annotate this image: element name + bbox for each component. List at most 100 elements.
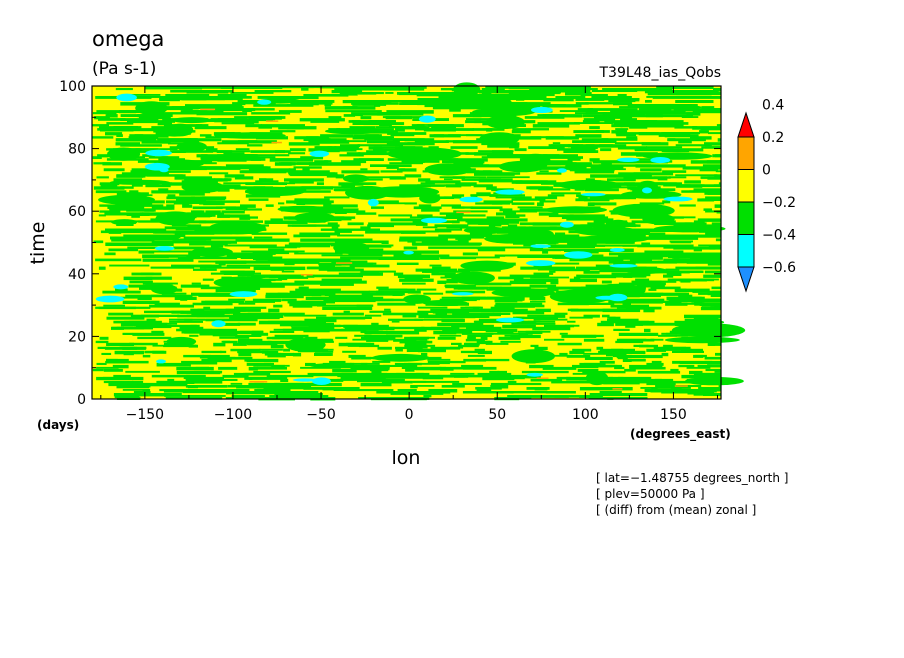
field-streak [365,230,404,234]
field-streak [476,192,491,196]
field-streak [626,136,638,140]
field-streak [334,230,352,233]
field-streak [712,154,721,158]
field-streak [650,286,681,290]
field-streak [360,168,368,171]
field-streak [210,370,222,374]
field-streak [129,134,144,137]
field-streak [661,150,690,153]
field-streak [417,98,475,101]
field-streak [205,210,221,213]
field-streak [451,342,462,345]
y-tick-label: 0 [77,392,86,408]
field-streak [141,140,171,144]
field-streak [428,389,458,393]
field-streak [695,354,707,358]
field-streak [386,330,420,335]
field-streak [257,96,293,99]
field-streak [124,385,151,388]
field-streak [441,318,465,323]
field-streak [598,118,607,122]
field-streak [269,282,305,286]
field-streak [197,308,247,311]
field-streak [490,382,542,386]
field-streak [165,94,210,98]
field-streak [273,304,283,308]
field-streak [490,306,515,310]
field-streak [277,352,294,356]
field-streak [121,94,161,96]
field-streak [148,156,180,159]
field-streak [634,148,674,151]
field-streak [672,278,719,281]
colorbar-label: −0.6 [762,260,796,276]
field-streak [336,268,361,271]
field-streak [389,162,423,165]
field-streak [521,370,569,374]
field-streak [588,397,648,399]
field-streak [717,138,721,142]
field-streak [693,248,702,252]
field-streak [278,276,288,281]
field-streak [461,178,501,181]
field-streak [131,272,162,276]
field-streak [224,174,245,178]
field-streak [665,302,688,306]
field-streak [350,366,390,371]
field-streak [131,214,140,218]
field-streak [217,142,249,145]
field-streak [653,346,686,350]
x-tick-label: 150 [660,407,687,423]
field-streak [189,366,210,369]
field-streak [544,104,566,107]
field-blob [479,132,520,146]
field-blob [685,376,744,386]
field-streak [251,112,291,115]
field-streak [414,140,449,143]
field-streak [423,292,444,295]
field-streak [247,254,273,257]
field-streak [462,391,513,394]
field-streak [371,322,379,326]
field-streak [338,182,364,186]
field-streak [341,160,367,164]
field-streak [468,164,504,168]
field-streak [668,176,687,179]
field-streak [346,260,368,263]
field-streak [264,220,308,224]
field-streak [185,378,208,382]
field-streak [474,282,512,286]
field-streak [513,316,525,319]
field-streak [99,182,120,186]
field-streak [237,322,256,326]
field-streak [574,170,615,174]
field-streak [317,395,329,399]
field-streak [618,172,651,176]
field-streak [446,214,486,217]
field-streak [634,300,682,303]
field-streak [171,264,222,268]
field-streak [187,224,202,227]
field-streak [181,360,218,365]
field-streak [190,324,197,329]
field-streak [538,212,559,216]
field-streak [451,206,473,209]
field-streak [419,340,429,343]
field-streak [103,168,125,172]
field-streak [144,174,183,177]
field-streak [537,122,580,125]
field-streak [161,292,187,295]
field-cyan-patch [531,106,553,114]
field-streak [284,244,330,248]
field-streak [247,216,258,219]
field-streak [254,86,287,88]
field-streak [675,144,712,147]
field-streak [303,387,360,390]
field-blob [333,241,370,254]
field-streak [151,126,173,130]
field-streak [601,280,612,284]
field-streak [224,244,277,247]
field-streak [270,344,284,349]
field-streak [175,228,208,231]
field-streak [561,216,609,219]
